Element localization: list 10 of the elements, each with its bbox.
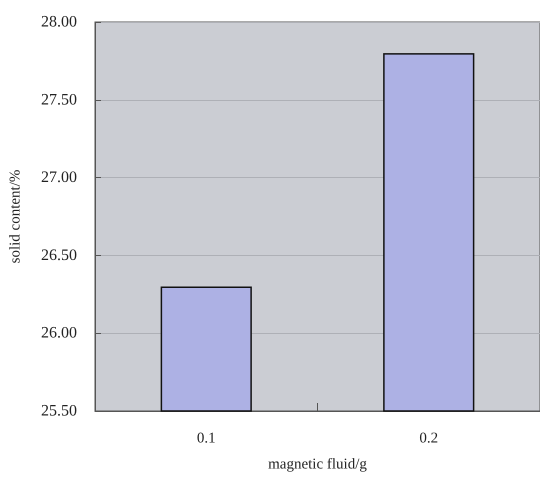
y-tick-label: 28.00 <box>41 14 77 30</box>
y-tick-label: 26.00 <box>41 324 77 342</box>
y-tick-label: 26.50 <box>41 246 77 264</box>
x-tick-label: 0.1 <box>196 430 216 446</box>
y-tick-label: 27.00 <box>41 169 77 186</box>
y-tick-label: 27.50 <box>41 91 77 108</box>
x-axis-title: magnetic fluid/g <box>268 456 368 472</box>
x-tick-label: 0.2 <box>419 430 438 446</box>
y-axis-title: solid content/% <box>8 170 24 264</box>
y-tick-label: 25.50 <box>41 402 77 420</box>
